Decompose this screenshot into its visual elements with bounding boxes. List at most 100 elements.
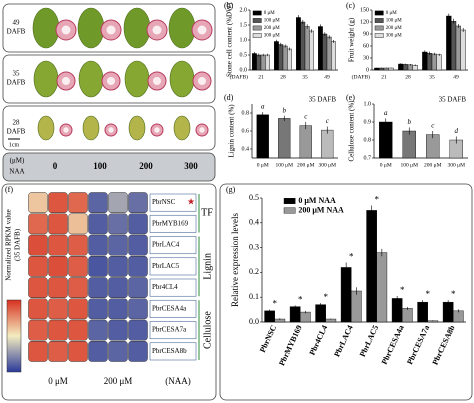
heatmap-cell [108, 192, 128, 213]
heatmap-cell [28, 341, 48, 362]
row-dafb: 35 [13, 70, 21, 78]
heatmap-cell [48, 277, 68, 298]
x-tick-label: 200 μM [297, 162, 315, 168]
fruit-photo [169, 60, 195, 98]
fruit-photo [124, 60, 150, 98]
heatmap-cell [88, 277, 108, 298]
row-unit: DAFB [7, 28, 26, 36]
y-tick-label: 0.5 [249, 193, 259, 202]
heatmap-cell [48, 192, 68, 213]
row-label: PbrMYB169 [152, 219, 189, 227]
bar [315, 304, 326, 323]
section-core [152, 25, 162, 35]
significance-star: * [426, 289, 431, 299]
heatmap-cell [128, 256, 148, 277]
y-tick-label: 0.7 [364, 155, 372, 161]
bar [274, 41, 279, 71]
panel-label: (d) [224, 93, 234, 102]
heatmap-cell [28, 298, 48, 320]
row-label: PbrCESA8b [152, 347, 187, 355]
fruit-photo [33, 60, 59, 98]
bar [453, 310, 464, 323]
bar [431, 53, 438, 71]
section-core [154, 127, 160, 133]
x-axis-label: (DAFB) [352, 73, 371, 80]
x-tick-label: 300 μM [319, 162, 337, 168]
heatmap-cell [28, 256, 48, 277]
significance-star: * [298, 294, 303, 304]
x-tick-label: 0 μM [380, 162, 392, 168]
heatmap-cell [28, 234, 48, 256]
section-core [106, 76, 116, 86]
row-label: Pbr4CL4 [152, 283, 178, 291]
x-tick-label: 49 [453, 74, 459, 80]
section-core [197, 76, 207, 86]
section-core [108, 127, 114, 133]
heatmap-cell [68, 234, 88, 256]
y-tick-label: 0.4 [249, 218, 259, 227]
y-axis-label: Cellulose content (%) [348, 100, 356, 162]
heatmap-cell [88, 319, 108, 341]
bar [264, 310, 275, 323]
y-tick-label: 1.0 [364, 101, 372, 107]
x-tick-label: 200 μM [424, 162, 442, 168]
bar [331, 41, 336, 71]
x-tick-label: PbrCESA8b [431, 323, 457, 366]
significance-letter: d [455, 127, 459, 135]
legend-label: 300 μM [386, 34, 402, 39]
y-tick-label: 1.0 [240, 37, 248, 43]
row-dafb: 49 [13, 19, 21, 27]
heatmap-cell [48, 234, 68, 256]
bar [460, 29, 466, 71]
heatmap-cell [88, 192, 108, 213]
bar [309, 30, 314, 71]
legend-label: 0 μM NAA [298, 196, 336, 205]
bar [326, 36, 332, 71]
row-label: PbrCESA7a [152, 326, 187, 334]
bar [296, 17, 301, 71]
significance-star: * [349, 252, 354, 262]
x-tick-label: 21 [381, 74, 387, 80]
legend-swatch [252, 25, 262, 31]
heatmap-cell [88, 256, 108, 277]
bar [300, 311, 311, 323]
y-axis-label: Lignin content (%) [228, 104, 236, 158]
y-tick-label: 0.8 [364, 137, 372, 143]
section-core [61, 25, 71, 35]
fruit-photo [78, 60, 104, 98]
scale-label: 1cm [9, 142, 20, 148]
fruit-photo [32, 7, 60, 49]
colorbar [6, 299, 22, 373]
legend-swatch [374, 18, 384, 23]
heatmap-cell [28, 192, 48, 213]
y-tick-label: 0.4 [242, 146, 250, 152]
row-group-label: Cellulose [202, 311, 213, 349]
x-tick-label: 0 μM [257, 162, 269, 168]
fruit-photo [77, 7, 105, 49]
bar [278, 44, 284, 71]
x-tick-label: 49 [324, 74, 330, 80]
x-tick-label: 35 [302, 74, 308, 80]
heatmap-cell [68, 213, 88, 235]
y-tick-label: 60 [363, 43, 369, 49]
legend-label: 100 μM [386, 19, 402, 24]
panel-label: (g) [226, 185, 236, 194]
naa-concentration: 300 [184, 161, 198, 171]
x-tick-label: PbrLAC4 [332, 324, 354, 358]
x-tick-label: 28 [405, 74, 411, 80]
heatmap-cell [68, 192, 88, 213]
section-core [152, 76, 162, 86]
significance-star: * [375, 195, 380, 205]
naa-concentration: 0 [53, 161, 58, 171]
significance-star: * [324, 292, 329, 302]
bar [446, 15, 452, 71]
bar [417, 301, 428, 323]
row-label: PbrLAC4 [152, 241, 180, 249]
bar [376, 252, 388, 323]
heatmap-cell [48, 341, 68, 362]
x-tick-label: Pbr4CL4 [308, 324, 330, 357]
heatmap-cell [28, 213, 48, 235]
significance-letter: a [261, 103, 265, 111]
naa-concentration: 100 [93, 161, 107, 171]
heatmap-cell [88, 234, 108, 256]
